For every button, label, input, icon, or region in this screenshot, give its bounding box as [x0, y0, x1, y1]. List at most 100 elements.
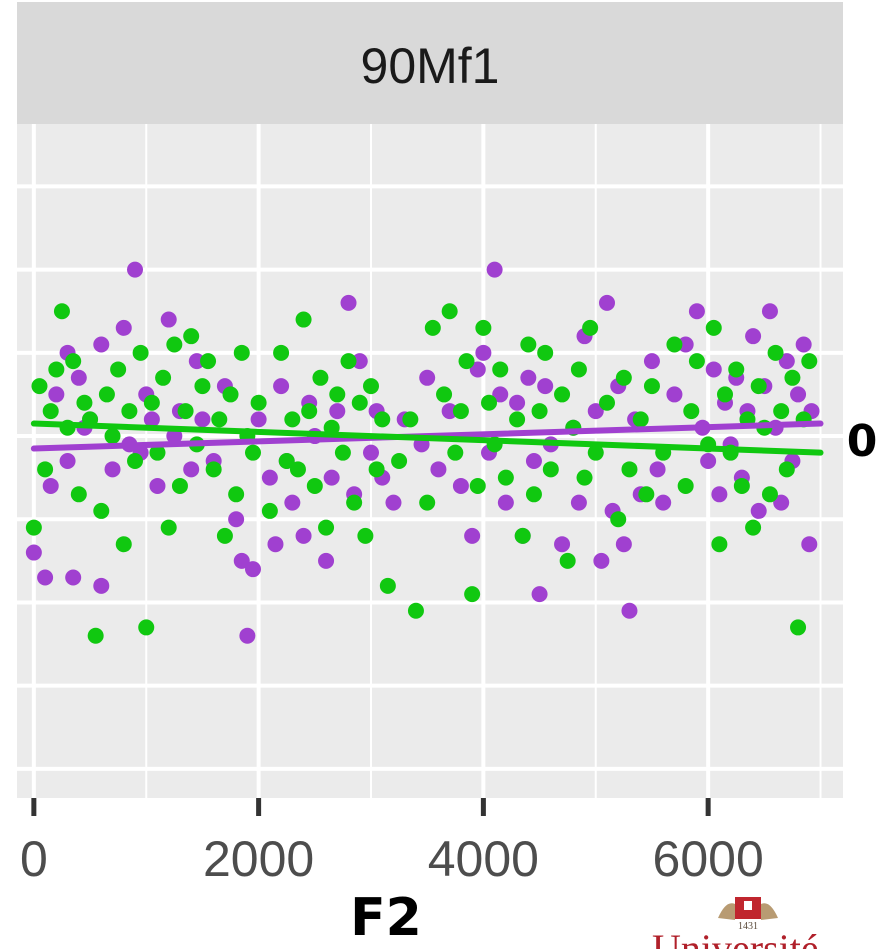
data-point	[65, 569, 82, 586]
data-point	[368, 461, 385, 478]
data-point	[267, 536, 284, 553]
data-point	[778, 461, 795, 478]
data-point	[750, 378, 767, 395]
data-point	[104, 461, 121, 478]
data-point	[183, 461, 200, 478]
data-point	[115, 319, 132, 336]
data-point	[228, 486, 245, 503]
data-point	[441, 303, 458, 320]
data-point	[790, 386, 807, 403]
data-point	[745, 519, 762, 536]
data-point	[42, 477, 59, 494]
data-point	[391, 453, 408, 469]
data-point	[306, 477, 323, 494]
data-point	[542, 461, 559, 478]
x-tick-label: 2000	[203, 831, 314, 887]
facet-strip	[17, 2, 843, 124]
data-point	[531, 403, 548, 420]
data-point	[475, 319, 492, 336]
data-point	[745, 328, 762, 345]
data-point	[70, 369, 87, 386]
data-point	[171, 477, 188, 494]
data-point	[643, 353, 660, 370]
data-point	[301, 403, 318, 420]
data-point	[166, 336, 183, 353]
data-point	[87, 627, 104, 644]
data-point	[289, 461, 306, 478]
data-point	[705, 319, 722, 336]
data-point	[761, 486, 778, 503]
data-point	[750, 502, 767, 519]
data-point	[688, 353, 705, 370]
data-point	[31, 378, 48, 395]
data-point	[155, 369, 172, 386]
data-point	[520, 369, 537, 386]
x-tick-label: 4000	[428, 831, 539, 887]
data-point	[436, 386, 453, 403]
data-point	[194, 378, 211, 395]
data-point	[469, 477, 486, 494]
data-point	[666, 336, 683, 353]
data-point	[143, 411, 160, 428]
trend-lines	[30, 420, 824, 456]
data-point	[643, 378, 660, 395]
data-point	[177, 403, 194, 420]
data-point	[25, 519, 42, 536]
data-point	[205, 461, 222, 478]
data-point	[615, 369, 632, 386]
data-point	[357, 527, 374, 544]
logo-name: Université	[652, 926, 819, 949]
data-point	[430, 461, 447, 478]
data-point	[374, 411, 391, 428]
data-point	[149, 444, 166, 461]
logo-year: 1431	[738, 921, 758, 932]
data-point	[419, 494, 436, 511]
data-point	[53, 303, 70, 320]
data-point	[452, 403, 469, 420]
data-point	[621, 461, 638, 478]
data-point	[329, 403, 346, 420]
data-point	[464, 586, 481, 603]
data-point	[273, 344, 290, 361]
data-point	[554, 536, 571, 553]
data-point	[239, 627, 256, 644]
logo-crest-mark	[744, 901, 752, 910]
data-point	[638, 486, 655, 503]
data-point	[784, 369, 801, 386]
data-point	[728, 361, 745, 378]
data-point	[683, 403, 700, 420]
data-point	[441, 403, 458, 420]
data-point	[211, 411, 228, 428]
data-point	[452, 477, 469, 494]
data-point	[37, 461, 54, 478]
data-point	[70, 486, 87, 503]
data-point	[121, 403, 138, 420]
data-point	[475, 344, 492, 361]
data-point	[599, 294, 615, 311]
university-logo: 1431 Université	[652, 897, 819, 949]
data-point	[115, 536, 132, 553]
data-point	[149, 477, 166, 494]
data-point	[733, 477, 750, 494]
data-point	[458, 353, 475, 370]
data-point	[576, 469, 593, 486]
data-point	[486, 261, 503, 278]
data-point	[284, 411, 301, 428]
data-point	[250, 394, 267, 411]
data-point	[497, 469, 514, 486]
data-point	[610, 511, 627, 528]
data-point	[593, 552, 610, 569]
data-point	[711, 536, 728, 553]
data-point	[402, 411, 419, 428]
data-point	[48, 386, 65, 403]
data-point	[790, 619, 807, 636]
data-point	[261, 502, 278, 519]
trend-line	[30, 420, 824, 456]
data-point	[132, 344, 149, 361]
data-point	[245, 561, 261, 578]
data-point	[138, 619, 155, 636]
data-point	[222, 386, 239, 403]
data-point	[295, 527, 312, 544]
data-point	[284, 494, 301, 511]
